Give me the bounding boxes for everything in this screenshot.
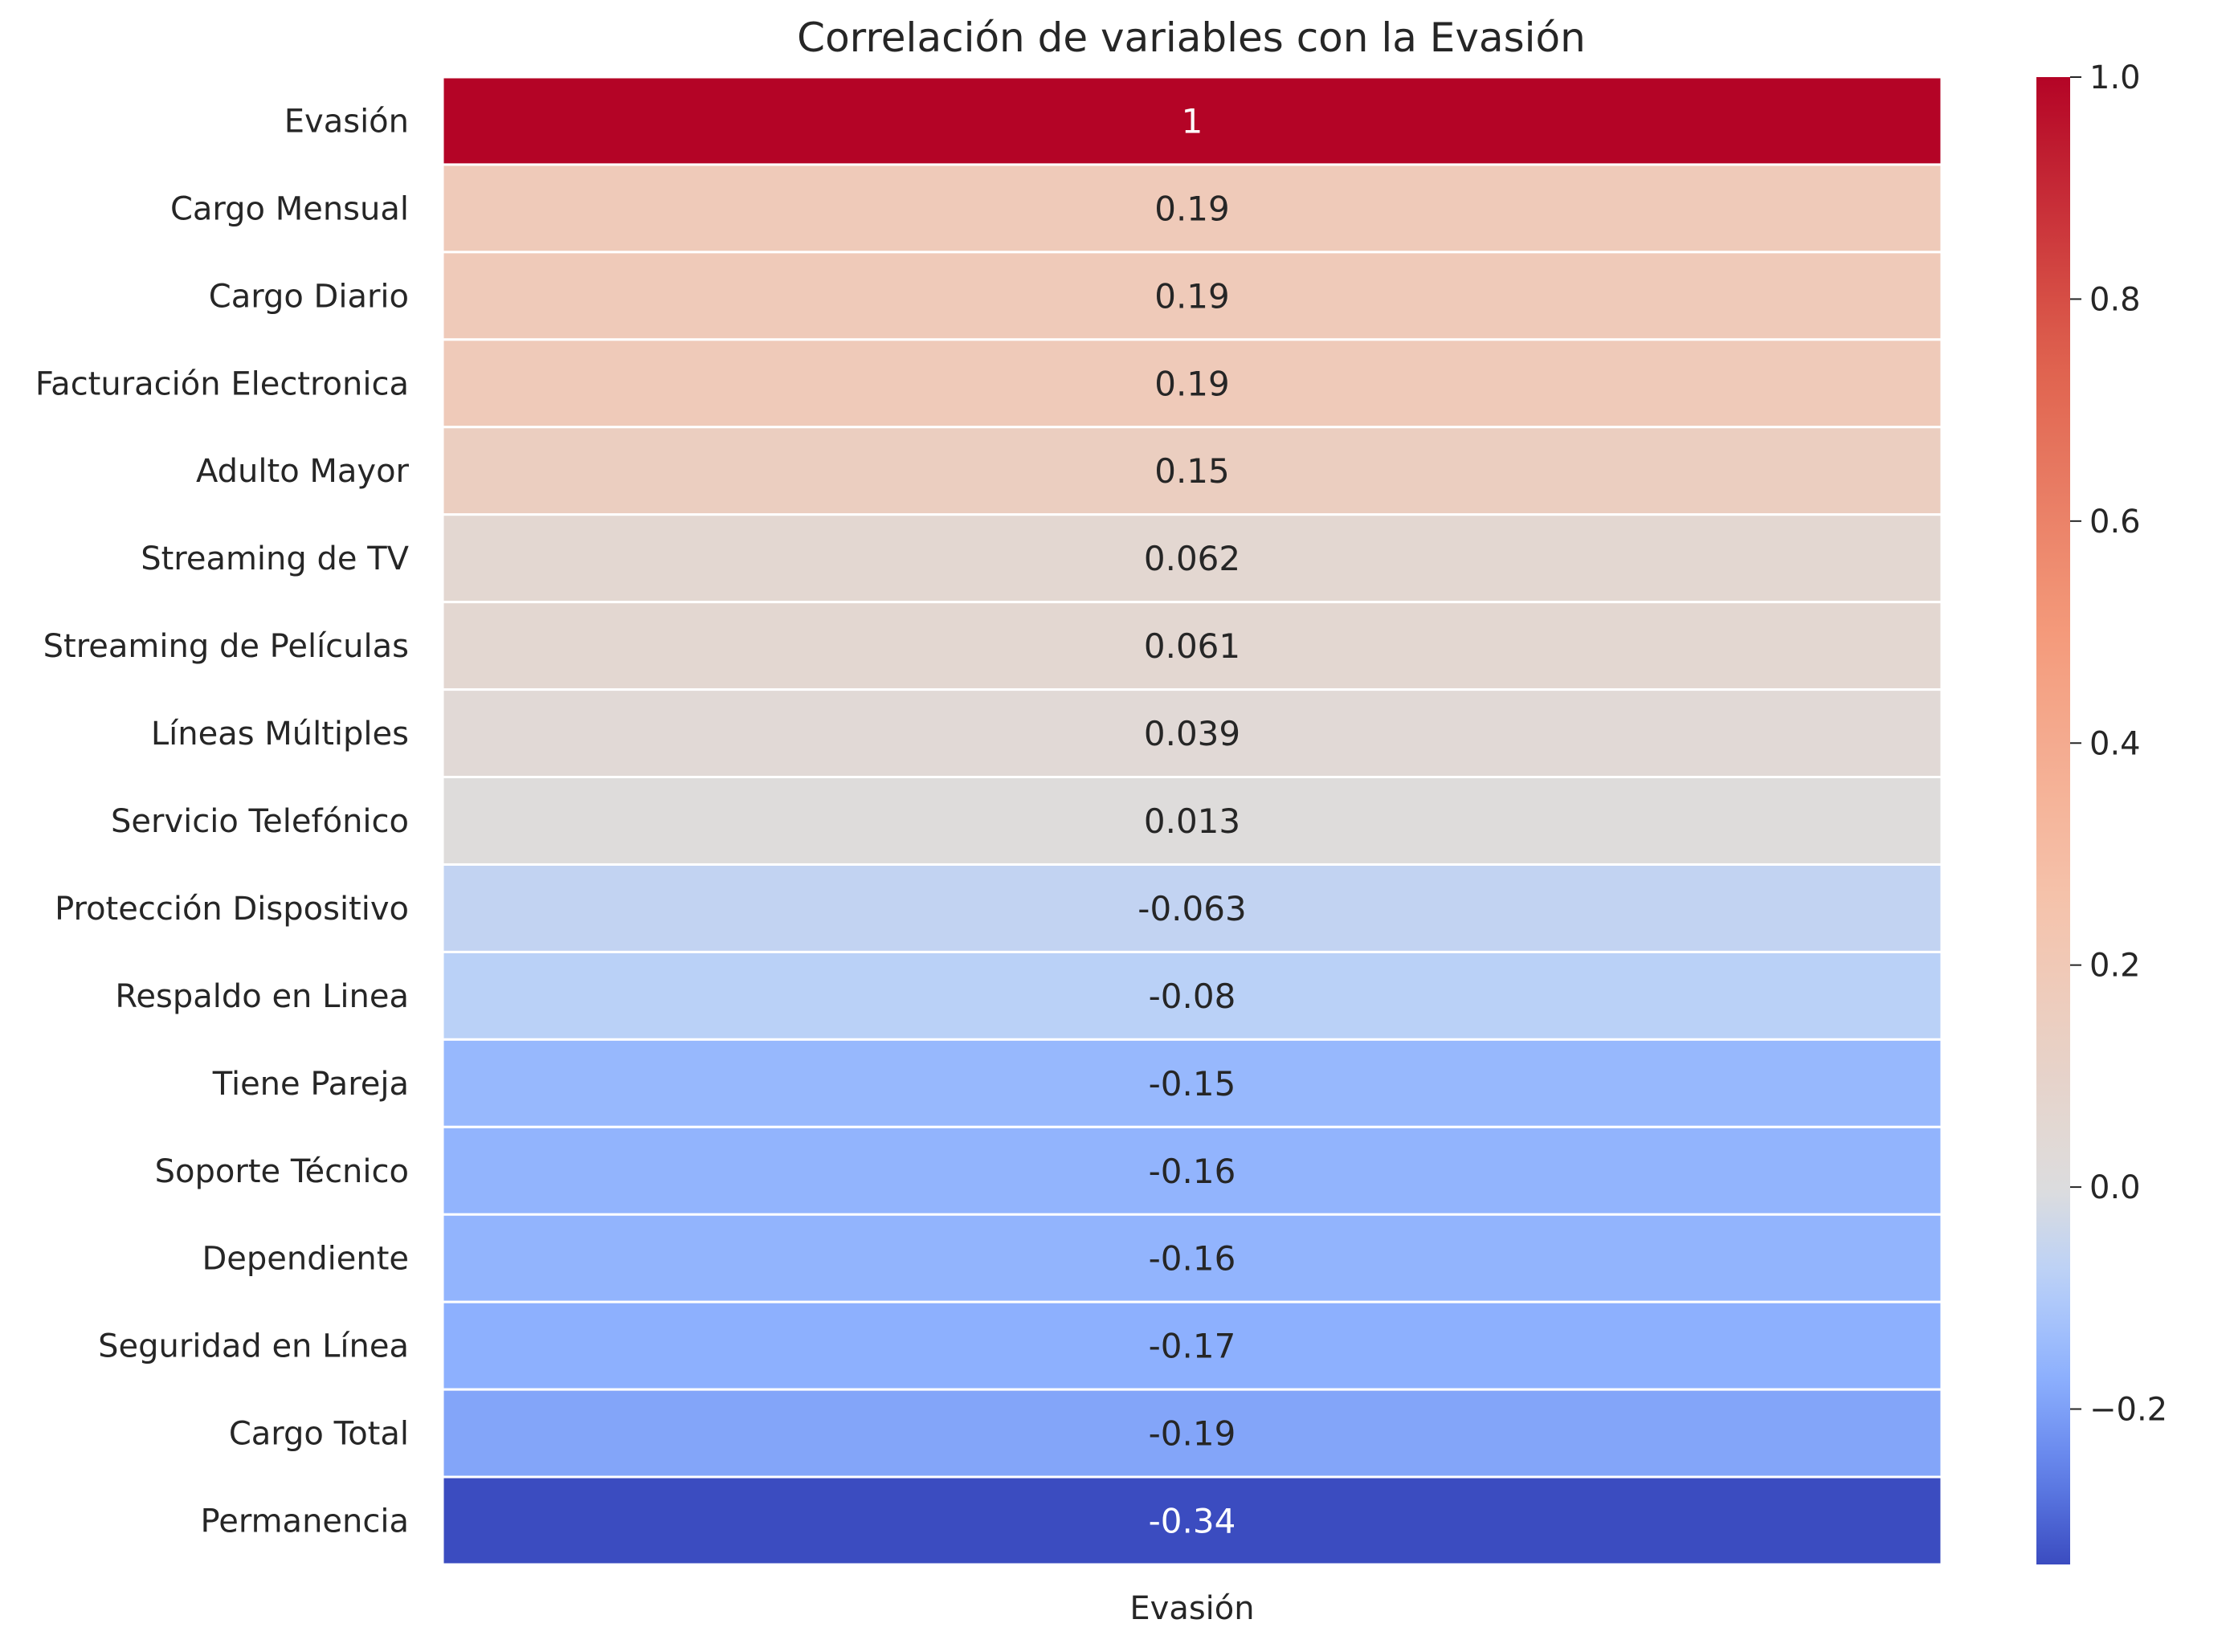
row-label: Protección Dispositivo xyxy=(55,891,409,928)
cell-annotation: -0.16 xyxy=(1149,1239,1236,1279)
colorbar-tick-label: 0.4 xyxy=(2089,725,2141,762)
heatmap-cell xyxy=(441,601,1943,691)
colorbar-tick-label: 0.0 xyxy=(2089,1169,2141,1206)
colorbar-tick-label: 0.6 xyxy=(2089,504,2141,540)
cell-annotation: 0.013 xyxy=(1144,802,1240,841)
cell-annotation: -0.34 xyxy=(1149,1502,1236,1541)
row-label: Streaming de Películas xyxy=(43,628,409,665)
heatmap-cell xyxy=(441,1475,1943,1566)
colorbar-ticks: 1.0 0.8 0.6 0.4 0.2 0.0 −0.2 xyxy=(2070,59,2167,1429)
colorbar-tick-label: 0.2 xyxy=(2089,948,2141,985)
row-label: Facturación Electronica xyxy=(35,365,409,402)
cell-annotation: -0.19 xyxy=(1149,1414,1236,1454)
colorbar-tick-label: −0.2 xyxy=(2089,1392,2167,1429)
cell-annotation: -0.15 xyxy=(1149,1064,1236,1103)
cell-annotation: -0.17 xyxy=(1149,1327,1236,1366)
colorbar-tick-label: 0.8 xyxy=(2089,281,2141,318)
row-label: Respaldo en Linea xyxy=(115,978,409,1015)
row-label: Adulto Mayor xyxy=(196,453,410,490)
cell-annotation: -0.08 xyxy=(1149,977,1236,1016)
cell-annotation: -0.063 xyxy=(1137,889,1246,928)
row-label: Evasión xyxy=(284,103,409,140)
heatmap-cell xyxy=(441,688,1943,779)
colorbar: 1.0 0.8 0.6 0.4 0.2 0.0 −0.2 xyxy=(2036,59,2167,1564)
row-label: Seguridad en Línea xyxy=(98,1328,409,1365)
cell-annotation: 0.061 xyxy=(1144,626,1240,666)
row-label: Soporte Técnico xyxy=(155,1153,409,1190)
cell-annotation: 0.19 xyxy=(1154,364,1230,403)
colorbar-tick-label: 1.0 xyxy=(2089,59,2141,96)
heatmap-cell xyxy=(441,75,1943,166)
row-label: Cargo Mensual xyxy=(170,190,409,227)
heatmap-cell xyxy=(441,776,1943,866)
cell-annotation: 1 xyxy=(1182,101,1203,141)
row-label: Cargo Diario xyxy=(209,278,409,315)
row-label: Líneas Múltiples xyxy=(151,716,409,753)
row-label: Tiene Pareja xyxy=(212,1066,409,1103)
heatmap-cell xyxy=(441,1125,1943,1216)
heatmap-cell xyxy=(441,1213,1943,1303)
x-axis-ticks: Evasión xyxy=(1129,1590,1254,1627)
heatmap-cell xyxy=(441,163,1943,254)
cell-annotation: 0.15 xyxy=(1154,451,1230,491)
heatmap-cell xyxy=(441,1038,1943,1128)
row-label: Streaming de TV xyxy=(141,540,409,577)
heatmap-rows: 1 Evasión 0.19 Cargo Mensual 0.19 Cargo Diari… xyxy=(35,75,1943,1566)
cell-annotation: 0.19 xyxy=(1154,276,1230,316)
cell-annotation: 0.039 xyxy=(1144,714,1240,753)
row-label: Cargo Total xyxy=(229,1416,409,1453)
chart-title: Correlación de variables con la Evasión xyxy=(797,14,1586,61)
row-label: Permanencia xyxy=(201,1503,409,1540)
x-tick-label: Evasión xyxy=(1129,1590,1254,1627)
colorbar-gradient xyxy=(2036,77,2070,1564)
row-label: Dependiente xyxy=(202,1241,409,1278)
cell-annotation: 0.062 xyxy=(1144,539,1240,578)
cell-annotation: 0.19 xyxy=(1154,189,1230,228)
heatmap-cell xyxy=(441,251,1943,341)
heatmap-cell xyxy=(441,863,1943,953)
row-label: Servicio Telefónico xyxy=(111,803,409,840)
cell-annotation: -0.16 xyxy=(1149,1152,1236,1191)
heatmap-cell xyxy=(441,1300,1943,1391)
heatmap-cell xyxy=(441,1388,1943,1479)
